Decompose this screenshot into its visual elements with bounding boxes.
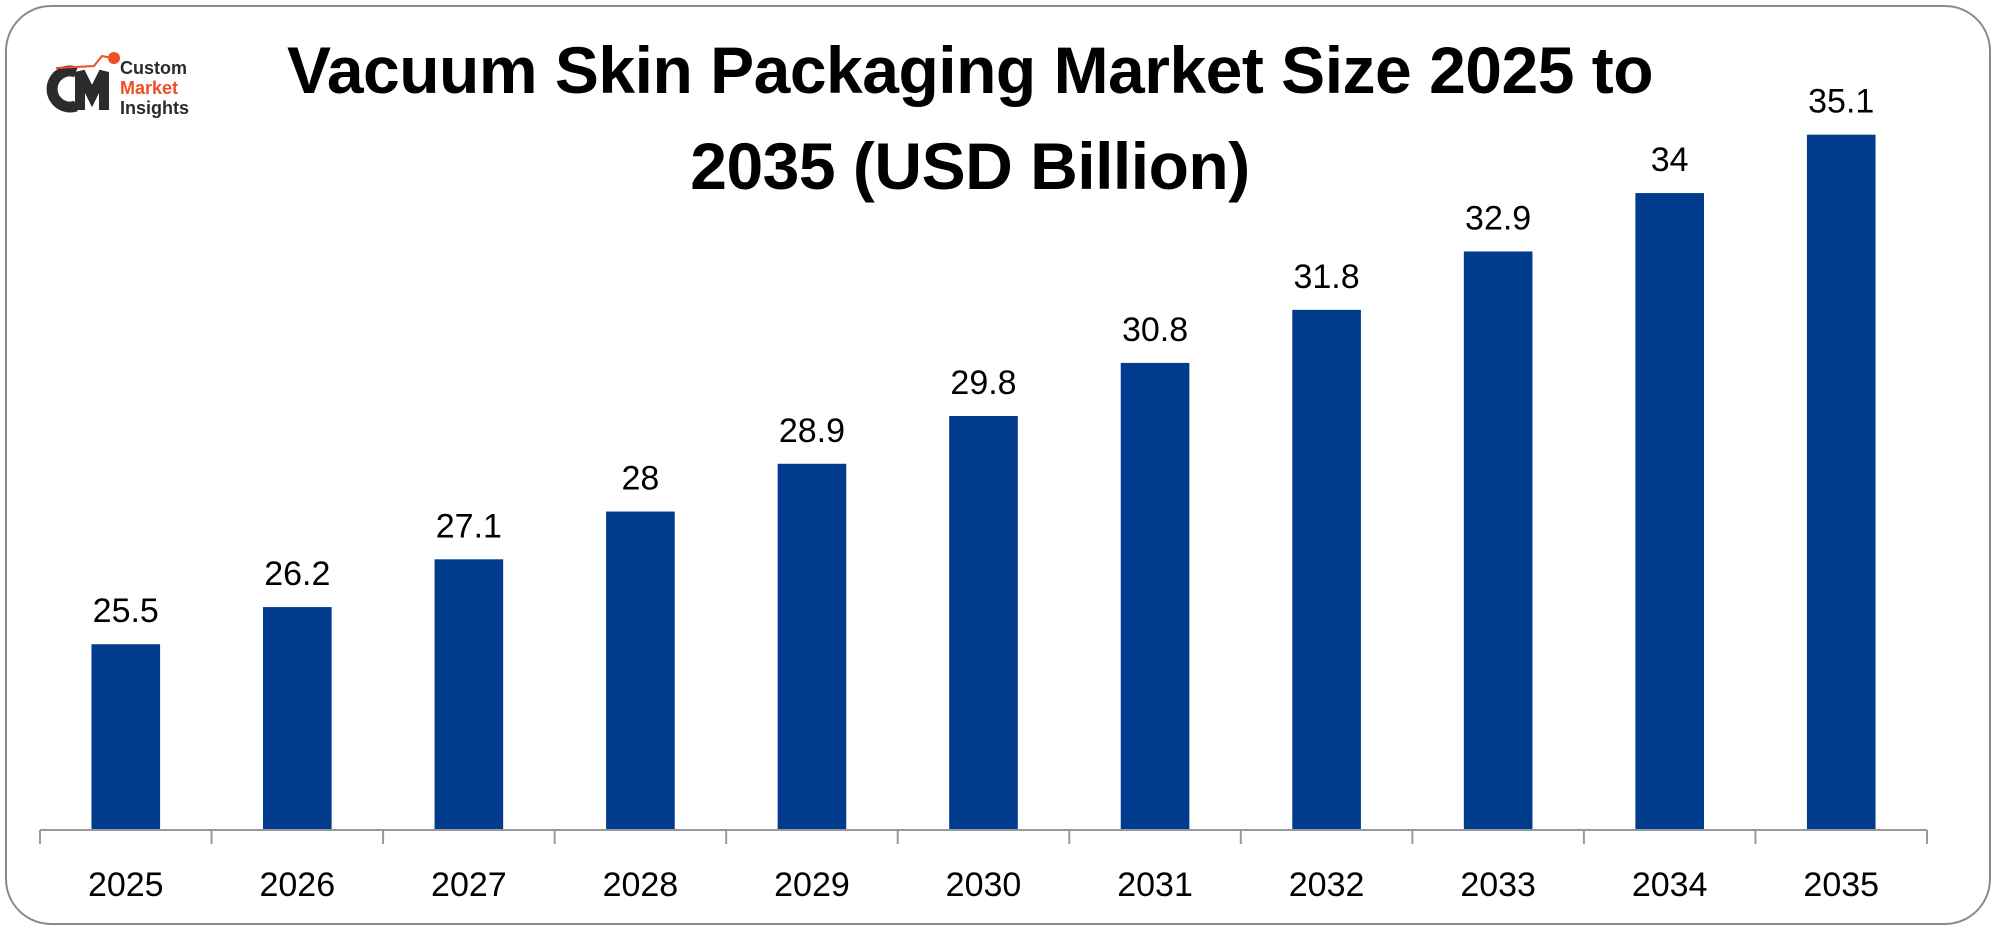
chart-title-line2: 2035 (USD Billion) — [690, 129, 1250, 203]
chart-title-line1: Vacuum Skin Packaging Market Size 2025 t… — [286, 33, 1654, 107]
data-label-2035: 35.1 — [1808, 83, 1874, 121]
bar-2033 — [1463, 251, 1533, 830]
x-tick-label-2031: 2031 — [1117, 866, 1193, 904]
data-label-2032: 31.8 — [1293, 258, 1359, 296]
x-tick-label-2027: 2027 — [431, 866, 507, 904]
logo: Custom Market Insights — [36, 48, 216, 125]
x-tick-label-2026: 2026 — [259, 866, 335, 904]
bar-2026 — [263, 607, 332, 830]
data-label-2034: 34 — [1651, 141, 1689, 179]
data-label-2025: 25.5 — [93, 592, 159, 630]
logo-line1: Custom — [120, 58, 187, 78]
data-label-2027: 27.1 — [436, 507, 502, 545]
bar-2027 — [434, 559, 504, 830]
chart-title: Vacuum Skin Packaging Market Size 2025 t… — [240, 22, 1700, 214]
data-label-2033: 32.9 — [1465, 199, 1531, 237]
bar-2032 — [1292, 309, 1361, 830]
logo-line2: Market — [120, 78, 178, 98]
x-tick-label-2032: 2032 — [1289, 866, 1365, 904]
data-label-2026: 26.2 — [264, 555, 330, 593]
x-tick-label-2030: 2030 — [946, 866, 1022, 904]
data-label-2030: 29.8 — [950, 364, 1016, 402]
data-label-2028: 28 — [621, 460, 659, 498]
data-label-2029: 28.9 — [779, 412, 845, 450]
bar-2029 — [777, 463, 847, 830]
x-tick-label-2028: 2028 — [603, 866, 679, 904]
bar-2025 — [91, 644, 161, 830]
x-tick-label-2035: 2035 — [1803, 866, 1879, 904]
data-label-2031: 30.8 — [1122, 311, 1188, 349]
x-tick-label-2029: 2029 — [774, 866, 850, 904]
bar-2035 — [1806, 134, 1876, 830]
logo-line3: Insights — [120, 98, 189, 118]
x-tick-label-2025: 2025 — [88, 866, 164, 904]
x-tick-label-2033: 2033 — [1460, 866, 1536, 904]
bar-2034 — [1635, 193, 1704, 831]
bar-2030 — [949, 416, 1018, 830]
chart-frame — [5, 5, 1991, 925]
bar-2031 — [1120, 362, 1190, 830]
x-tick-label-2034: 2034 — [1632, 866, 1708, 904]
bar-2028 — [606, 511, 675, 830]
